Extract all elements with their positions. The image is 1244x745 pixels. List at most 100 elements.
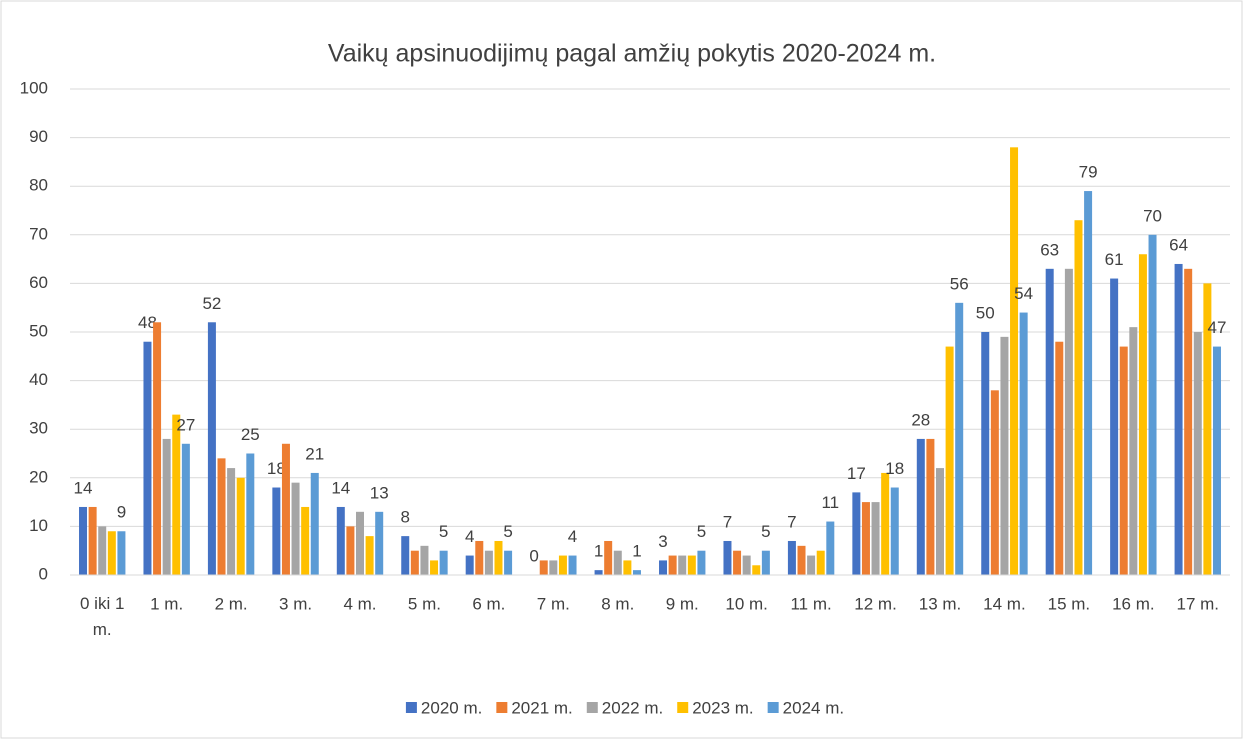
bar [1055,341,1064,575]
bar [410,550,419,575]
legend-label: 2022 m. [602,698,663,717]
data-label: 50 [976,303,995,322]
bar [871,502,880,575]
bar [246,453,255,575]
bar [916,438,925,575]
bar [568,555,577,575]
bar [143,341,152,575]
x-tick-label: 5 m. [408,594,441,613]
bar [272,487,281,575]
bar [613,550,622,575]
data-label: 9 [117,503,126,522]
bar [172,414,181,575]
bar [98,526,107,575]
data-label: 4 [568,527,577,546]
bar [678,555,687,575]
bar [723,540,732,575]
bar [1212,346,1221,575]
data-label: 54 [1014,284,1033,303]
bar [181,443,190,575]
legend-swatch [677,702,689,713]
data-label: 27 [176,415,195,434]
data-label: 5 [697,522,706,541]
y-tick-label: 10 [29,516,48,535]
bar [1000,336,1009,575]
data-label: 5 [503,522,512,541]
bar [890,487,899,575]
data-label: 0 [529,546,538,565]
bar [430,560,439,575]
bar [281,443,290,575]
legend-swatch [405,702,417,713]
bar [88,506,97,575]
data-label: 61 [1105,250,1124,269]
x-tick-label: 4 m. [343,594,376,613]
y-tick-label: 100 [20,78,48,97]
legend-label: 2021 m. [511,698,572,717]
data-label: 3 [658,532,667,551]
data-label: 14 [74,478,93,497]
data-label: 7 [787,512,796,531]
data-label: 52 [202,294,221,313]
bar [439,550,448,575]
x-tick-label: 11 m. [790,594,831,613]
bar [816,550,825,575]
data-label: 64 [1169,235,1188,254]
data-label: 48 [138,313,157,332]
bar [1193,332,1202,575]
bar [365,536,374,575]
bar [346,526,355,575]
bar [797,545,806,575]
y-tick-label: 40 [29,370,48,389]
y-tick-label: 0 [39,564,48,583]
legend-label: 2020 m. [421,698,482,717]
bar [955,302,964,575]
y-tick-label: 80 [29,176,48,195]
data-label: 17 [847,464,866,483]
data-label: 1 [594,542,603,561]
data-label: 18 [885,459,904,478]
bar [761,550,770,575]
bar [558,555,567,575]
bar [1203,283,1212,575]
bar [484,550,493,575]
bar [1064,268,1073,575]
bar [1148,234,1157,576]
bar [356,511,364,575]
bar [936,468,944,575]
bar [594,570,603,575]
bar [861,502,870,575]
data-label: 70 [1143,206,1162,225]
bar [687,555,696,575]
data-label: 79 [1079,163,1098,182]
bar [826,521,835,575]
legend-swatch [496,702,508,713]
x-tick-label: 16 m. [1112,594,1155,613]
data-label: 25 [241,425,260,444]
bar [236,477,245,575]
bar [301,506,310,575]
bar [1045,268,1054,575]
bar [465,555,474,575]
bar [1084,191,1093,575]
bar [420,545,429,575]
bar [752,565,761,575]
bar [117,531,126,575]
bar [310,472,319,575]
bar [852,492,861,575]
bar [539,560,548,575]
data-label: 1 [632,542,641,561]
bar [375,511,384,575]
bar [604,540,613,575]
bar [162,438,171,575]
y-tick-label: 60 [29,273,48,292]
y-tick-label: 20 [29,467,48,486]
legend-swatch [767,702,779,713]
x-tick-label: 17 m. [1177,594,1220,613]
bar [1174,263,1183,575]
bar [207,322,216,575]
bar [153,322,162,575]
bar [401,536,410,575]
